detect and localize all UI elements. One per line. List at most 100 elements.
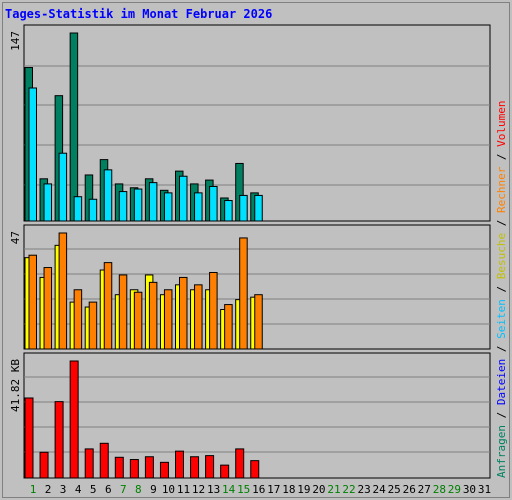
bar-dateien-day-3 <box>58 152 68 222</box>
x-tick-label: 4 <box>75 483 82 496</box>
x-tick-label: 27 <box>418 483 431 496</box>
bar-rechner-day-10 <box>163 289 173 350</box>
bar-rechner-day-9 <box>148 281 158 350</box>
legend-separator: / <box>495 339 508 359</box>
x-tick-label: 29 <box>448 483 461 496</box>
bar-dateien-day-10 <box>163 192 173 222</box>
legend-volumen: Volumen <box>495 100 508 146</box>
bar-volumen-day-14 <box>220 464 230 479</box>
bar-rechner-day-6 <box>103 262 113 350</box>
x-tick-label: 19 <box>297 483 310 496</box>
legend-separator: / <box>495 213 508 233</box>
bar-rechner-day-2 <box>43 267 53 350</box>
x-tick-label: 20 <box>312 483 325 496</box>
x-tick-label: 25 <box>388 483 401 496</box>
x-tick-label: 17 <box>267 483 280 496</box>
bar-rechner-day-16 <box>254 294 263 350</box>
bar-volumen-day-3 <box>54 401 64 479</box>
legend-seiten: Seiten <box>495 299 508 339</box>
bar-dateien-day-4 <box>73 196 83 222</box>
bar-dateien-day-6 <box>103 169 113 222</box>
legend-separator: / <box>495 279 508 299</box>
x-tick-label: 9 <box>150 483 157 496</box>
bar-dateien-day-12 <box>194 192 203 222</box>
y-max-label-volume: 41.82 KB <box>9 359 22 412</box>
bar-rechner-day-11 <box>179 276 188 350</box>
x-tick-label: 31 <box>478 483 491 496</box>
x-tick-label: 6 <box>105 483 112 496</box>
bar-rechner-day-13 <box>209 271 218 350</box>
bar-dateien-day-15 <box>239 194 248 222</box>
x-tick-label: 22 <box>342 483 355 496</box>
bar-volumen-day-15 <box>235 448 245 479</box>
bar-dateien-day-8 <box>133 188 143 222</box>
bar-dateien-day-1 <box>28 87 37 222</box>
x-tick-label: 8 <box>135 483 142 496</box>
bar-rechner-day-3 <box>58 232 68 350</box>
page-title: Tages-Statistik im Monat Februar 2026 <box>5 7 273 21</box>
x-tick-label: 16 <box>252 483 265 496</box>
bar-dateien-day-11 <box>179 175 188 222</box>
bar-volumen-day-10 <box>159 461 169 479</box>
bar-volumen-day-13 <box>205 455 215 479</box>
bar-volumen-day-12 <box>190 456 200 479</box>
right-series-label: Anfragen / Dateien / Seiten / Besuche / … <box>495 100 508 478</box>
x-tick-label: 2 <box>45 483 52 496</box>
x-tick-label: 15 <box>237 483 250 496</box>
bar-volumen-day-1 <box>24 397 34 479</box>
panel-requests <box>23 24 491 222</box>
bar-rechner-day-14 <box>224 304 233 350</box>
x-tick-label: 11 <box>177 483 190 496</box>
legend-rechner: Rechner <box>495 166 508 213</box>
x-tick-label: 7 <box>120 483 127 496</box>
x-tick-label: 30 <box>463 483 476 496</box>
x-tick-label: 26 <box>403 483 416 496</box>
panel-volume <box>23 352 491 479</box>
bar-volumen-day-5 <box>84 448 94 479</box>
x-tick-label: 21 <box>327 483 340 496</box>
bar-volumen-day-6 <box>99 442 109 479</box>
bar-rechner-day-15 <box>239 237 248 350</box>
x-tick-label: 23 <box>357 483 370 496</box>
legend-dateien: Dateien <box>495 359 508 405</box>
x-tick-label: 12 <box>192 483 205 496</box>
legend-separator: / <box>495 147 508 167</box>
bar-dateien-day-5 <box>88 198 98 222</box>
x-tick-label: 18 <box>282 483 295 496</box>
bar-dateien-day-9 <box>148 182 158 222</box>
x-tick-label: 1 <box>30 483 37 496</box>
bar-volumen-day-9 <box>144 456 154 479</box>
bar-volumen-day-8 <box>129 459 139 479</box>
legend-separator: / <box>495 405 508 425</box>
bar-rechner-day-8 <box>133 291 143 350</box>
x-tick-label: 28 <box>433 483 446 496</box>
bar-volumen-day-11 <box>175 450 184 479</box>
bar-volumen-day-7 <box>114 456 124 479</box>
bar-volumen-day-2 <box>39 451 49 479</box>
legend-besuche: Besuche <box>495 233 508 279</box>
bar-rechner-day-1 <box>28 254 37 350</box>
x-tick-label: 3 <box>60 483 67 496</box>
y-max-label-requests: 147 <box>9 31 22 51</box>
x-tick-label: 5 <box>90 483 97 496</box>
bar-volumen-day-4 <box>69 360 79 479</box>
legend-anfragen: Anfragen <box>495 425 508 478</box>
bar-volumen-day-16 <box>250 460 260 479</box>
x-tick-label: 13 <box>207 483 220 496</box>
y-max-label-visits: 47 <box>9 231 22 244</box>
bar-dateien-day-16 <box>254 194 263 222</box>
x-tick-label: 24 <box>373 483 387 496</box>
bar-anfragen-day-4 <box>69 32 79 222</box>
x-tick-label: 10 <box>162 483 175 496</box>
x-tick-label: 14 <box>222 483 236 496</box>
bar-rechner-day-12 <box>194 284 203 350</box>
bar-dateien-day-13 <box>209 185 218 222</box>
bar-dateien-day-2 <box>43 183 53 222</box>
bar-rechner-day-5 <box>88 301 98 350</box>
bar-dateien-day-14 <box>224 200 233 222</box>
bar-dateien-day-7 <box>118 191 128 222</box>
bar-rechner-day-4 <box>73 289 83 350</box>
bar-rechner-day-7 <box>118 274 128 350</box>
